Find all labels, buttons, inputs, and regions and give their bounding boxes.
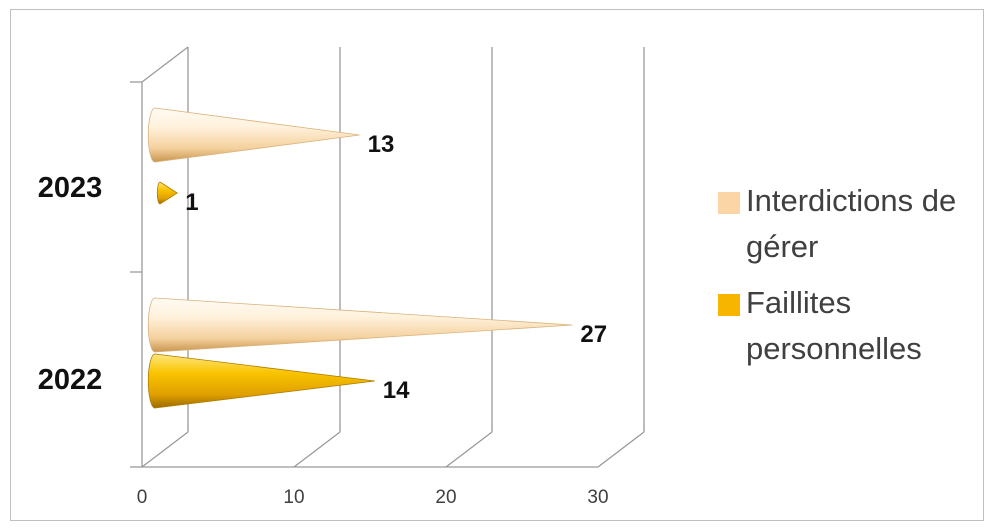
x-tick-label-30: 30 — [587, 487, 608, 508]
category-label-2022: 2022 — [38, 364, 103, 396]
legend-item-interdictions: Interdictions de gérer — [712, 178, 982, 270]
legend-label-faillites: Faillites personnelles — [746, 285, 922, 366]
data-label-2022-series1: 14 — [383, 377, 410, 404]
x-tick-label-10: 10 — [283, 487, 304, 508]
labels: 0 10 20 30 2023 2022 13 27 1 14 — [38, 131, 609, 508]
cones — [147, 107, 573, 409]
axes — [130, 81, 598, 468]
legend: Interdictions de gérer Faillites personn… — [712, 178, 982, 382]
legend-label-interdictions: Interdictions de gérer — [746, 183, 957, 264]
floor-line-10 — [293, 431, 341, 468]
legend-swatch-interdictions — [718, 192, 740, 214]
data-label-2022-series0: 27 — [580, 321, 607, 348]
floor-line-0 — [141, 431, 189, 468]
data-label-2023-series0: 13 — [368, 131, 395, 158]
wall-top-edge — [141, 46, 189, 83]
cone-2022-series0 — [147, 297, 573, 353]
cone-2023-series1 — [156, 181, 178, 205]
gridlines — [141, 46, 645, 468]
legend-item-faillites: Faillites personnelles — [712, 280, 982, 372]
x-tick-label-20: 20 — [435, 487, 456, 508]
legend-swatch-faillites — [718, 294, 740, 316]
category-label-2023: 2023 — [38, 172, 103, 204]
cone-2022-series1 — [147, 353, 375, 409]
x-tick-label-0: 0 — [137, 487, 148, 508]
data-label-2023-series1: 1 — [185, 189, 198, 216]
cone-2023-series0 — [147, 107, 360, 163]
chart-frame — [10, 9, 984, 521]
floor-line-20 — [445, 431, 493, 468]
floor-line-30 — [597, 431, 645, 468]
